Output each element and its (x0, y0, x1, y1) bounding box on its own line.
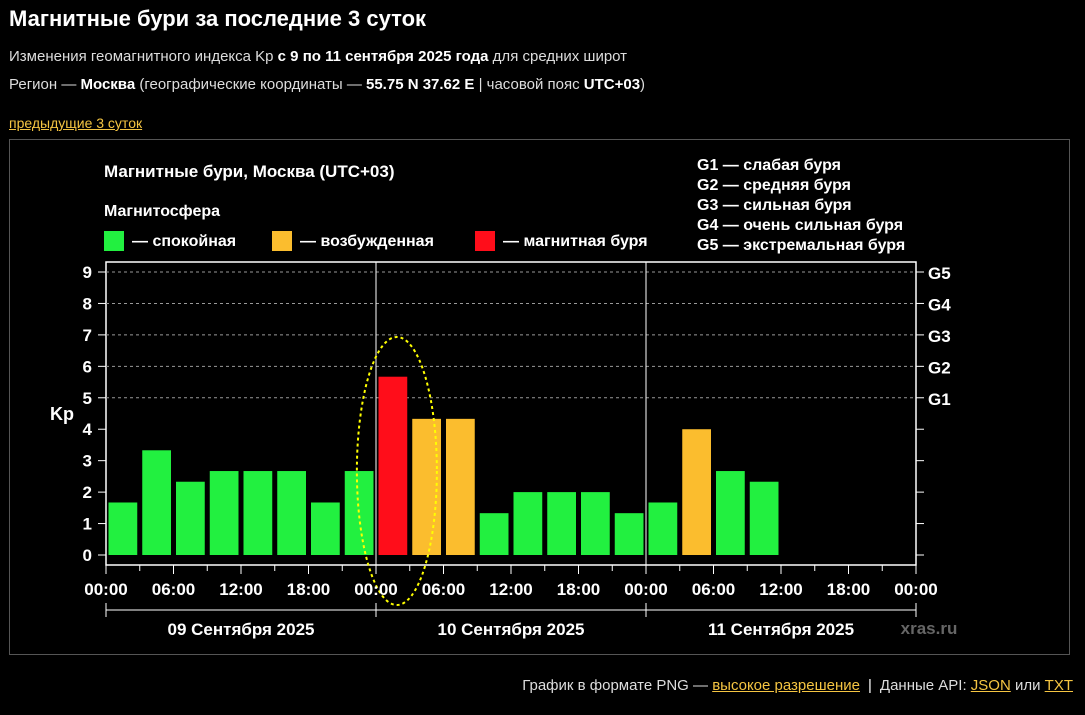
json-link[interactable]: JSON (970, 677, 1011, 694)
x-tick-label: 18:00 (287, 580, 330, 599)
day-label-2: 11 Сентября 2025 (708, 620, 854, 639)
legend-swatch-2 (475, 231, 495, 251)
g-level-label-G5: G5 (928, 264, 951, 283)
hires-link[interactable]: высокое разрешение (712, 677, 860, 694)
chart-container: Магнитные бури, Москва (UTC+03) Магнитосф… (9, 139, 1070, 655)
kp-bar (513, 492, 543, 555)
g-legend-item-3: G3 — сильная буря (697, 197, 852, 214)
legend-title: Магнитосфера (104, 203, 220, 220)
y-tick-label-8: 8 (83, 294, 92, 313)
y-tick-label-7: 7 (83, 326, 92, 345)
footer: График в формате PNG — высокое разрешени… (522, 677, 1073, 694)
kp-bar (716, 471, 745, 555)
y-tick-label-0: 0 (83, 546, 92, 565)
y-tick-label-9: 9 (83, 263, 92, 282)
period-suffix: для средних широт (488, 48, 628, 65)
page-title: Магнитные бури за последние 3 суток (9, 6, 427, 31)
y-tick-label-3: 3 (83, 452, 92, 471)
region-city: Москва (80, 76, 136, 93)
footer-api-text: Данные API: (879, 677, 971, 694)
legend-label-0: — спокойная (132, 233, 236, 250)
x-tick-label: 12:00 (759, 580, 802, 599)
kp-bar (446, 418, 475, 555)
region-prefix: Регион — (9, 76, 81, 93)
region-end: ) (640, 76, 646, 93)
kp-bar (311, 502, 340, 555)
x-tick-label: 00:00 (84, 580, 127, 599)
g-legend-item-5: G5 — экстремальная буря (697, 237, 905, 254)
kp-bar (209, 471, 239, 555)
x-tick-label: 00:00 (894, 580, 937, 599)
day-label-0: 09 Сентября 2025 (168, 620, 315, 639)
region-coords: 55.75 N 37.62 E (366, 76, 475, 93)
region-mid: (географические координаты — (135, 76, 366, 93)
kp-bar (479, 513, 509, 555)
x-tick-label: 06:00 (422, 580, 465, 599)
y-axis-label: Kp (50, 404, 74, 424)
storm-highlight-ellipse (355, 336, 438, 606)
x-tick-label: 06:00 (692, 580, 735, 599)
footer-separator: | (868, 677, 872, 694)
kp-bar (142, 450, 171, 555)
kp-bar (176, 481, 205, 555)
legend-swatch-0 (104, 231, 124, 251)
txt-link[interactable]: TXT (1044, 677, 1073, 694)
kp-bar (243, 471, 273, 555)
kp-bar (344, 471, 374, 555)
y-tick-label-2: 2 (83, 483, 92, 502)
kp-chart: Магнитные бури, Москва (UTC+03) Магнитосф… (50, 157, 958, 639)
period-dates: с 9 по 11 сентября 2025 года (277, 48, 489, 65)
watermark: xras.ru (901, 619, 958, 638)
x-tick-label: 00:00 (354, 580, 397, 599)
previous-3-days-link[interactable]: предыдущие 3 суток (9, 115, 143, 131)
y-tick-label-1: 1 (83, 515, 92, 534)
footer-or-text: или (1010, 677, 1045, 694)
chart-title: Магнитные бури, Москва (UTC+03) (104, 162, 395, 181)
kp-bar (614, 513, 644, 555)
kp-bar (547, 492, 576, 555)
g-legend-item-2: G2 — средняя буря (697, 177, 851, 194)
kp-bar (108, 502, 138, 555)
x-tick-label: 00:00 (624, 580, 667, 599)
g-level-label-G2: G2 (928, 358, 951, 377)
kp-bar (277, 471, 306, 555)
day-label-1: 10 Сентября 2025 (438, 620, 585, 639)
kp-bar (581, 492, 610, 555)
kp-bar (412, 418, 441, 555)
timezone-value: UTC+03 (583, 76, 641, 93)
footer-png-text: График в формате PNG — (522, 677, 713, 694)
x-tick-label: 12:00 (489, 580, 532, 599)
kp-bar (378, 376, 408, 555)
kp-bar (682, 429, 711, 555)
y-tick-label-4: 4 (83, 420, 93, 439)
kp-bar (749, 481, 779, 555)
x-tick-label: 06:00 (152, 580, 195, 599)
subtitle-period: Изменения геомагнитного индекса Kp с 9 п… (9, 48, 627, 65)
legend-label-1: — возбужденная (300, 233, 434, 250)
x-tick-label: 12:00 (219, 580, 262, 599)
subtitle-region: Регион — Москва (географические координа… (9, 76, 645, 93)
x-tick-label: 18:00 (557, 580, 600, 599)
g-level-label-G4: G4 (928, 295, 951, 314)
g-level-label-G1: G1 (928, 390, 951, 409)
timezone-prefix: | часовой пояс (474, 76, 584, 93)
g-level-label-G3: G3 (928, 327, 951, 346)
period-prefix: Изменения геомагнитного индекса Kp (9, 48, 278, 65)
y-tick-label-6: 6 (83, 357, 92, 376)
x-tick-label: 18:00 (827, 580, 870, 599)
legend-swatch-1 (272, 231, 292, 251)
g-legend-item-1: G1 — слабая буря (697, 157, 841, 174)
legend-label-2: — магнитная буря (503, 233, 648, 250)
g-legend-item-4: G4 — очень сильная буря (697, 217, 903, 234)
y-tick-label-5: 5 (83, 389, 92, 408)
kp-bar (648, 502, 678, 555)
